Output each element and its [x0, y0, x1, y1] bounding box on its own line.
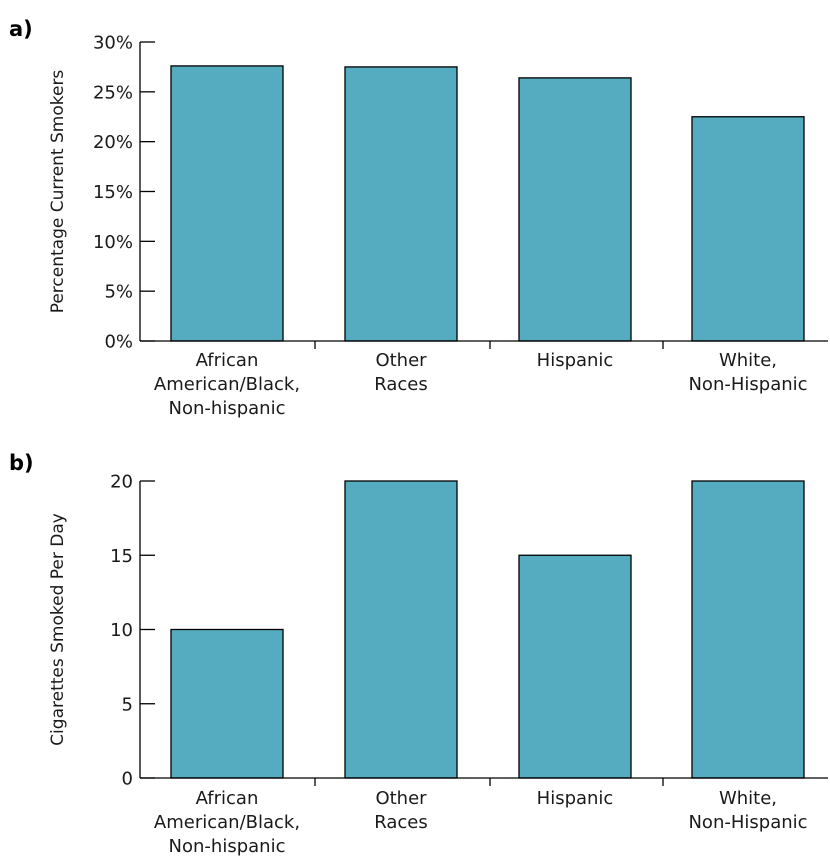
y-tick-label: 5% — [104, 282, 133, 303]
bar — [691, 116, 805, 342]
category-label: Hispanic — [537, 350, 614, 371]
category-label: Hispanic — [537, 788, 614, 809]
bar — [518, 554, 632, 779]
category-label: Other — [375, 788, 427, 809]
y-tick-label: 0% — [104, 332, 133, 353]
category-label: Races — [374, 374, 428, 395]
bar — [344, 480, 458, 779]
category-label: Non-Hispanic — [688, 812, 807, 833]
bar — [170, 628, 284, 779]
y-tick-label: 25% — [93, 82, 133, 103]
category-label: Races — [374, 812, 428, 833]
bar — [691, 480, 805, 779]
y-tick-label: 20% — [93, 132, 133, 153]
y-tick-label: 10% — [93, 232, 133, 253]
category-label: African — [196, 788, 259, 809]
panel-label: b) — [9, 451, 34, 475]
panel-label: a) — [9, 17, 33, 41]
category-label: Non-hispanic — [169, 398, 286, 419]
y-tick-label: 30% — [93, 33, 133, 54]
category-label: American/Black, — [154, 812, 300, 833]
y-tick-label: 15% — [93, 182, 133, 203]
category-label: Other — [375, 350, 427, 371]
y-tick-label: 0 — [122, 769, 133, 790]
category-label: Non-hispanic — [169, 836, 286, 857]
y-tick-label: 5 — [122, 694, 133, 715]
y-tick-label: 10 — [110, 620, 133, 641]
category-label: White, — [719, 350, 777, 371]
category-label: American/Black, — [154, 374, 300, 395]
category-label: African — [196, 350, 259, 371]
category-label: Non-Hispanic — [688, 374, 807, 395]
y-axis-title: Percentage Current Smokers — [48, 70, 68, 314]
bar — [170, 65, 284, 342]
y-tick-label: 20 — [110, 472, 133, 493]
bar — [344, 66, 458, 342]
y-tick-label: 15 — [110, 546, 133, 567]
category-label: White, — [719, 788, 777, 809]
bar — [518, 77, 632, 342]
y-axis-title: Cigarettes Smoked Per Day — [48, 513, 68, 746]
